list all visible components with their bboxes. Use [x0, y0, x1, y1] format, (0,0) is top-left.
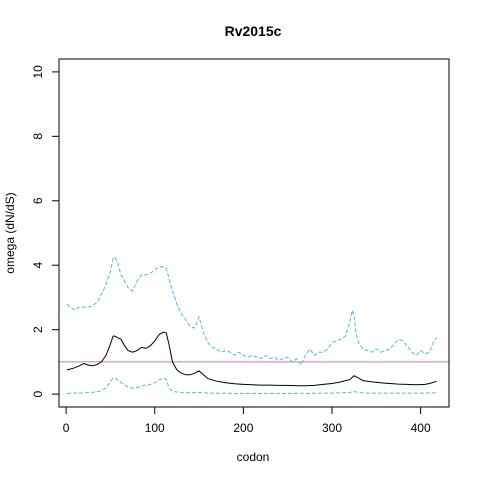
y-axis-label: omega (dN/dS)	[3, 192, 17, 273]
y-tick-label: 4	[31, 262, 45, 269]
y-tick-label: 8	[31, 133, 45, 140]
plot-area	[59, 256, 449, 394]
y-tick-label: 10	[31, 65, 45, 79]
y-tick-label: 6	[31, 197, 45, 204]
y-axis: 0 2 4 6 8 10	[31, 65, 60, 397]
y-tick-label: 0	[31, 390, 45, 397]
y-tick-label: 2	[31, 326, 45, 333]
x-axis: 0 100 200 300 400	[63, 406, 431, 435]
x-tick-label: 300	[322, 421, 342, 435]
x-axis-label: codon	[237, 450, 270, 464]
x-tick-label: 0	[63, 421, 70, 435]
series-line-estimate	[66, 331, 437, 387]
x-tick-label: 200	[233, 421, 253, 435]
series-line-lower	[66, 377, 437, 394]
chart-title: Rv2015c	[225, 23, 282, 39]
plot-frame	[58, 58, 450, 408]
x-tick-label: 100	[145, 421, 165, 435]
series-line-upper	[66, 256, 437, 367]
x-tick-label: 400	[411, 421, 431, 435]
